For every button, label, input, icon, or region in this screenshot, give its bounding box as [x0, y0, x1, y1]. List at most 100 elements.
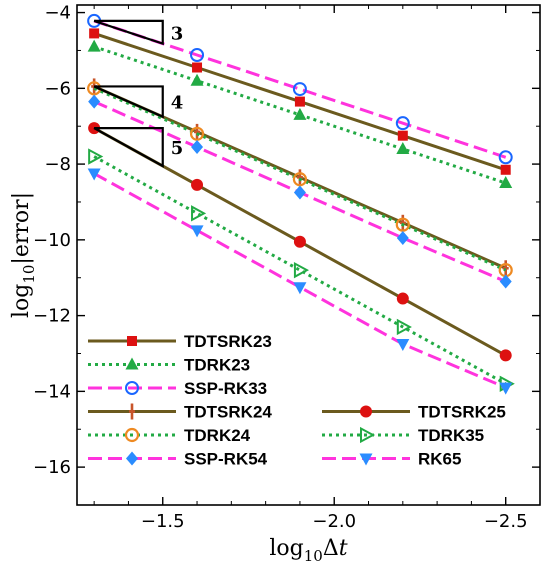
slope-triangle-shape	[93, 19, 164, 46]
series-rk65	[87, 168, 513, 395]
y-tick-label: −8	[44, 154, 71, 175]
data-point	[89, 28, 100, 39]
data-point	[192, 62, 203, 73]
slope-triangles: 3 4 5	[93, 19, 184, 168]
y-tick-label: −4	[44, 3, 71, 24]
legend-label: SSP-RK33	[184, 379, 267, 398]
legend-entry-ssp-rk54: SSP-RK54	[88, 450, 268, 469]
slope-triangle-label: 5	[171, 138, 184, 159]
series-line	[93, 155, 507, 386]
legend-marker	[360, 405, 372, 418]
y-tick-label: −10	[33, 230, 71, 251]
legend-label: SSP-RK54	[184, 450, 268, 469]
legend-label: TDRK35	[418, 426, 484, 445]
legend-entry-tdrk35: TDRK35	[322, 426, 484, 445]
legend-label: TDTSRK24	[184, 403, 272, 422]
legend-entry-ssp-rk33: SSP-RK33	[88, 379, 267, 398]
data-point	[87, 168, 101, 181]
data-point	[502, 260, 509, 277]
slope-triangle-3: 3	[93, 19, 183, 46]
legend-marker	[124, 427, 140, 443]
data-point	[190, 225, 204, 238]
series-tdrk35	[88, 148, 515, 392]
series-line	[93, 45, 507, 185]
data-point	[293, 185, 306, 200]
series-tdtsrk23	[89, 28, 511, 175]
data-point	[296, 169, 303, 186]
plot-area	[87, 13, 515, 395]
series-ssp-rk54	[88, 94, 512, 289]
y-axis-label: log10|error|	[9, 192, 38, 318]
data-point	[499, 176, 513, 189]
series-tdrk23	[87, 39, 513, 189]
data-point	[395, 217, 410, 232]
data-point	[499, 382, 513, 395]
legend-marker	[127, 336, 137, 346]
x-axis-label: log10Δt	[269, 536, 347, 565]
x-tick-label: −1.5	[141, 511, 185, 532]
data-point	[396, 339, 410, 352]
series-line	[93, 86, 507, 272]
legend-entry-rk65: RK65	[322, 450, 461, 469]
data-point	[395, 116, 410, 131]
data-point	[191, 205, 207, 222]
data-point	[399, 214, 406, 231]
slope-triangle-shape	[93, 85, 164, 119]
data-point	[293, 107, 307, 120]
data-point	[191, 140, 204, 155]
legend-label: TDRK24	[184, 426, 251, 445]
data-point	[397, 130, 408, 141]
data-point	[396, 318, 412, 336]
data-point	[190, 48, 205, 62]
series-line	[93, 172, 507, 389]
legend-marker	[359, 453, 373, 466]
legend: TDTSRK23 TDRK23 SSP-RK33 TDTSRK24 TDRK24 SSP-…	[88, 332, 506, 469]
series-tdrk24	[87, 81, 513, 278]
data-point	[396, 141, 410, 154]
y-tick-label: −12	[33, 306, 71, 327]
data-point	[191, 178, 204, 191]
data-point	[189, 126, 205, 141]
slope-triangle-4: 4	[93, 85, 184, 119]
data-point	[294, 96, 305, 107]
data-point	[292, 82, 307, 97]
y-tick-label: −14	[33, 381, 71, 402]
data-point	[293, 261, 310, 279]
data-point	[500, 164, 511, 175]
data-point	[498, 150, 513, 165]
legend-entry-tdrk24: TDRK24	[88, 426, 251, 445]
legend-entry-tdtsrk25: TDTSRK25	[322, 403, 506, 422]
axes: −1.5 −2.0 −2.5 −16 −14 −12 −10 −8 −6 −4 log10Δt log…	[9, 3, 541, 565]
legend-marker	[129, 403, 135, 420]
legend-marker	[360, 426, 376, 444]
legend-entry-tdrk23: TDRK23	[88, 356, 250, 375]
data-point	[293, 282, 307, 295]
legend-marker	[126, 451, 138, 466]
data-point	[499, 349, 512, 362]
legend-marker	[125, 357, 139, 370]
legend-label: RK65	[418, 450, 461, 469]
slope-triangle-5: 5	[93, 127, 184, 168]
slope-triangle-shape	[93, 127, 164, 168]
data-point	[88, 94, 101, 109]
legend-label: TDTSRK23	[184, 332, 272, 351]
axes-frame	[76, 4, 541, 506]
slope-triangle-label: 4	[171, 93, 184, 114]
legend-label: TDRK23	[184, 356, 250, 375]
data-point	[396, 292, 409, 305]
legend-label: TDTSRK25	[418, 403, 506, 422]
data-point	[190, 73, 204, 86]
data-point	[88, 148, 104, 165]
y-tick-label: −16	[33, 457, 71, 478]
series-ssp-rk33	[87, 13, 513, 165]
data-point	[293, 235, 306, 248]
y-tick-label: −6	[44, 78, 71, 99]
data-point	[396, 230, 409, 245]
legend-entry-tdtsrk23: TDTSRK23	[88, 332, 272, 351]
data-point	[87, 39, 101, 52]
legend-marker	[125, 381, 139, 395]
data-point	[194, 123, 201, 140]
legend-entry-tdtsrk24: TDTSRK24	[88, 403, 272, 422]
x-tick-label: −2.5	[484, 511, 528, 532]
